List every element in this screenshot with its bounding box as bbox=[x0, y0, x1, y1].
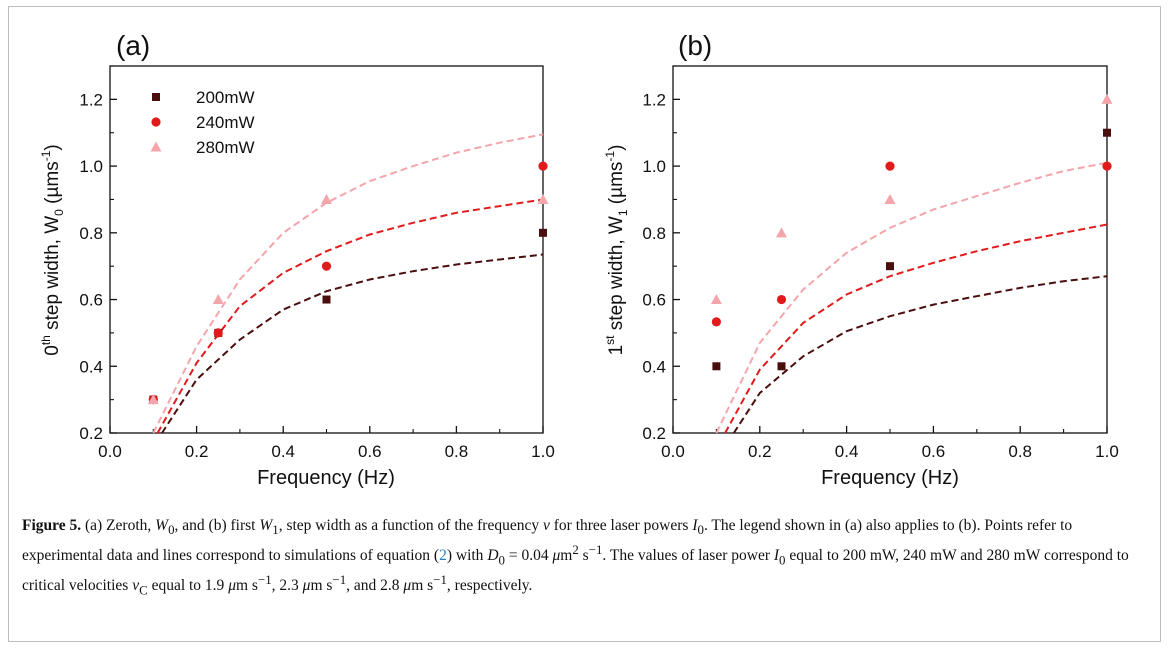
figure-frame bbox=[8, 6, 1161, 642]
data-point-280mw bbox=[537, 193, 549, 204]
panel-a-ticks: 0.0 0.2 0.4 0.6 0.8 1.00.20.40.60.81.01.2 bbox=[79, 65, 555, 461]
data-point-280mw bbox=[321, 193, 332, 204]
legend-marker-280mw bbox=[150, 141, 162, 152]
panel-a-plot-frame bbox=[109, 65, 544, 434]
panel-b-plot-frame bbox=[672, 65, 1108, 434]
legend-marker-200mw bbox=[152, 93, 160, 101]
x-tick-label: 0.6 bbox=[358, 442, 382, 461]
data-point-240mw bbox=[711, 317, 722, 327]
y-tick-label: 0.2 bbox=[79, 424, 103, 443]
panel-a-xlabel: Frequency (Hz) bbox=[257, 467, 395, 489]
panel-b-fit-lines bbox=[715, 161, 1108, 434]
x-tick-label: 0.8 bbox=[1008, 442, 1032, 461]
legend-entry-280mw: 280mW bbox=[196, 138, 255, 157]
data-point-240mw bbox=[776, 294, 787, 305]
y-tick-label: 1.2 bbox=[79, 90, 103, 109]
panel-b-ticks: 0.0 0.2 0.4 0.6 0.8 1.00.20.40.60.81.01.2 bbox=[642, 65, 1119, 461]
figure-caption: Figure 5. (a) Zeroth, W0, and (b) first … bbox=[22, 517, 1129, 598]
x-tick-label: 0.2 bbox=[748, 442, 772, 461]
x-tick-label: 0.4 bbox=[835, 442, 859, 461]
y-tick-label: 0.6 bbox=[642, 291, 666, 310]
data-point-240mw bbox=[1102, 161, 1112, 171]
panel-a-fit-lines bbox=[152, 133, 544, 434]
legend: 200mW 240mW 280mW bbox=[150, 88, 255, 157]
fit-line-200mw bbox=[161, 253, 544, 434]
equation-link[interactable]: 2 bbox=[439, 547, 447, 565]
fit-line-240mw bbox=[724, 223, 1108, 434]
x-tick-label: 0.0 bbox=[98, 442, 122, 461]
fit-line-280mw bbox=[715, 161, 1108, 434]
data-point-280mw bbox=[710, 294, 722, 305]
panel-a-ylabel: 0th step width, W0 (µms-1) bbox=[39, 144, 66, 356]
data-point-200mw bbox=[322, 295, 331, 304]
data-point-240mw bbox=[321, 261, 332, 271]
panel-a: (a) 0.0 0.2 0.4 0.6 0.8 1.00.20.40.60.81.01.2… bbox=[39, 30, 555, 489]
panel-a-points bbox=[147, 161, 549, 405]
x-tick-label: 0.8 bbox=[445, 442, 469, 461]
y-tick-label: 0.4 bbox=[79, 357, 103, 376]
data-point-280mw bbox=[1101, 93, 1113, 104]
x-tick-label: 1.0 bbox=[1095, 442, 1119, 461]
data-point-240mw bbox=[538, 161, 548, 171]
x-tick-label: 0.2 bbox=[185, 442, 209, 461]
y-tick-label: 1.0 bbox=[642, 157, 666, 176]
fit-line-200mw bbox=[732, 275, 1108, 434]
y-tick-label: 0.8 bbox=[642, 224, 666, 243]
legend-entry-200mw: 200mW bbox=[196, 88, 255, 107]
y-tick-label: 0.6 bbox=[79, 291, 103, 310]
y-tick-label: 1.0 bbox=[79, 157, 103, 176]
panel-b: (b) 0.0 0.2 0.4 0.6 0.8 1.00.20.40.60.81.01.2… bbox=[603, 30, 1119, 489]
data-point-280mw bbox=[884, 193, 896, 204]
x-tick-label: 0.4 bbox=[271, 442, 295, 461]
panel-b-ylabel: 1st step width, W1 (µms-1) bbox=[603, 145, 630, 356]
data-point-200mw bbox=[886, 262, 894, 271]
data-point-240mw bbox=[885, 161, 895, 171]
data-point-200mw bbox=[1103, 128, 1111, 137]
data-point-280mw bbox=[147, 394, 159, 405]
y-tick-label: 0.4 bbox=[642, 357, 666, 376]
panel-a-label: (a) bbox=[116, 30, 150, 61]
y-tick-label: 0.8 bbox=[79, 224, 103, 243]
y-tick-label: 0.2 bbox=[642, 424, 666, 443]
legend-entry-240mw: 240mW bbox=[196, 113, 255, 132]
x-tick-label: 1.0 bbox=[531, 442, 555, 461]
data-point-200mw bbox=[712, 362, 721, 371]
data-point-200mw bbox=[539, 228, 547, 237]
legend-marker-240mw bbox=[151, 117, 161, 127]
x-tick-label: 0.0 bbox=[661, 442, 685, 461]
caption-label: Figure 5. bbox=[22, 517, 82, 534]
data-point-240mw bbox=[213, 328, 223, 338]
panel-b-points bbox=[710, 93, 1113, 371]
data-point-280mw bbox=[776, 227, 787, 238]
data-point-200mw bbox=[777, 362, 786, 371]
panel-b-label: (b) bbox=[678, 30, 712, 61]
y-tick-label: 1.2 bbox=[642, 90, 666, 109]
x-tick-label: 0.6 bbox=[922, 442, 946, 461]
data-point-280mw bbox=[212, 294, 224, 305]
fit-line-280mw bbox=[152, 133, 544, 434]
figure-charts: (a) 0.0 0.2 0.4 0.6 0.8 1.00.20.40.60.81.01.2… bbox=[39, 30, 1119, 489]
panel-b-xlabel: Frequency (Hz) bbox=[821, 467, 959, 489]
